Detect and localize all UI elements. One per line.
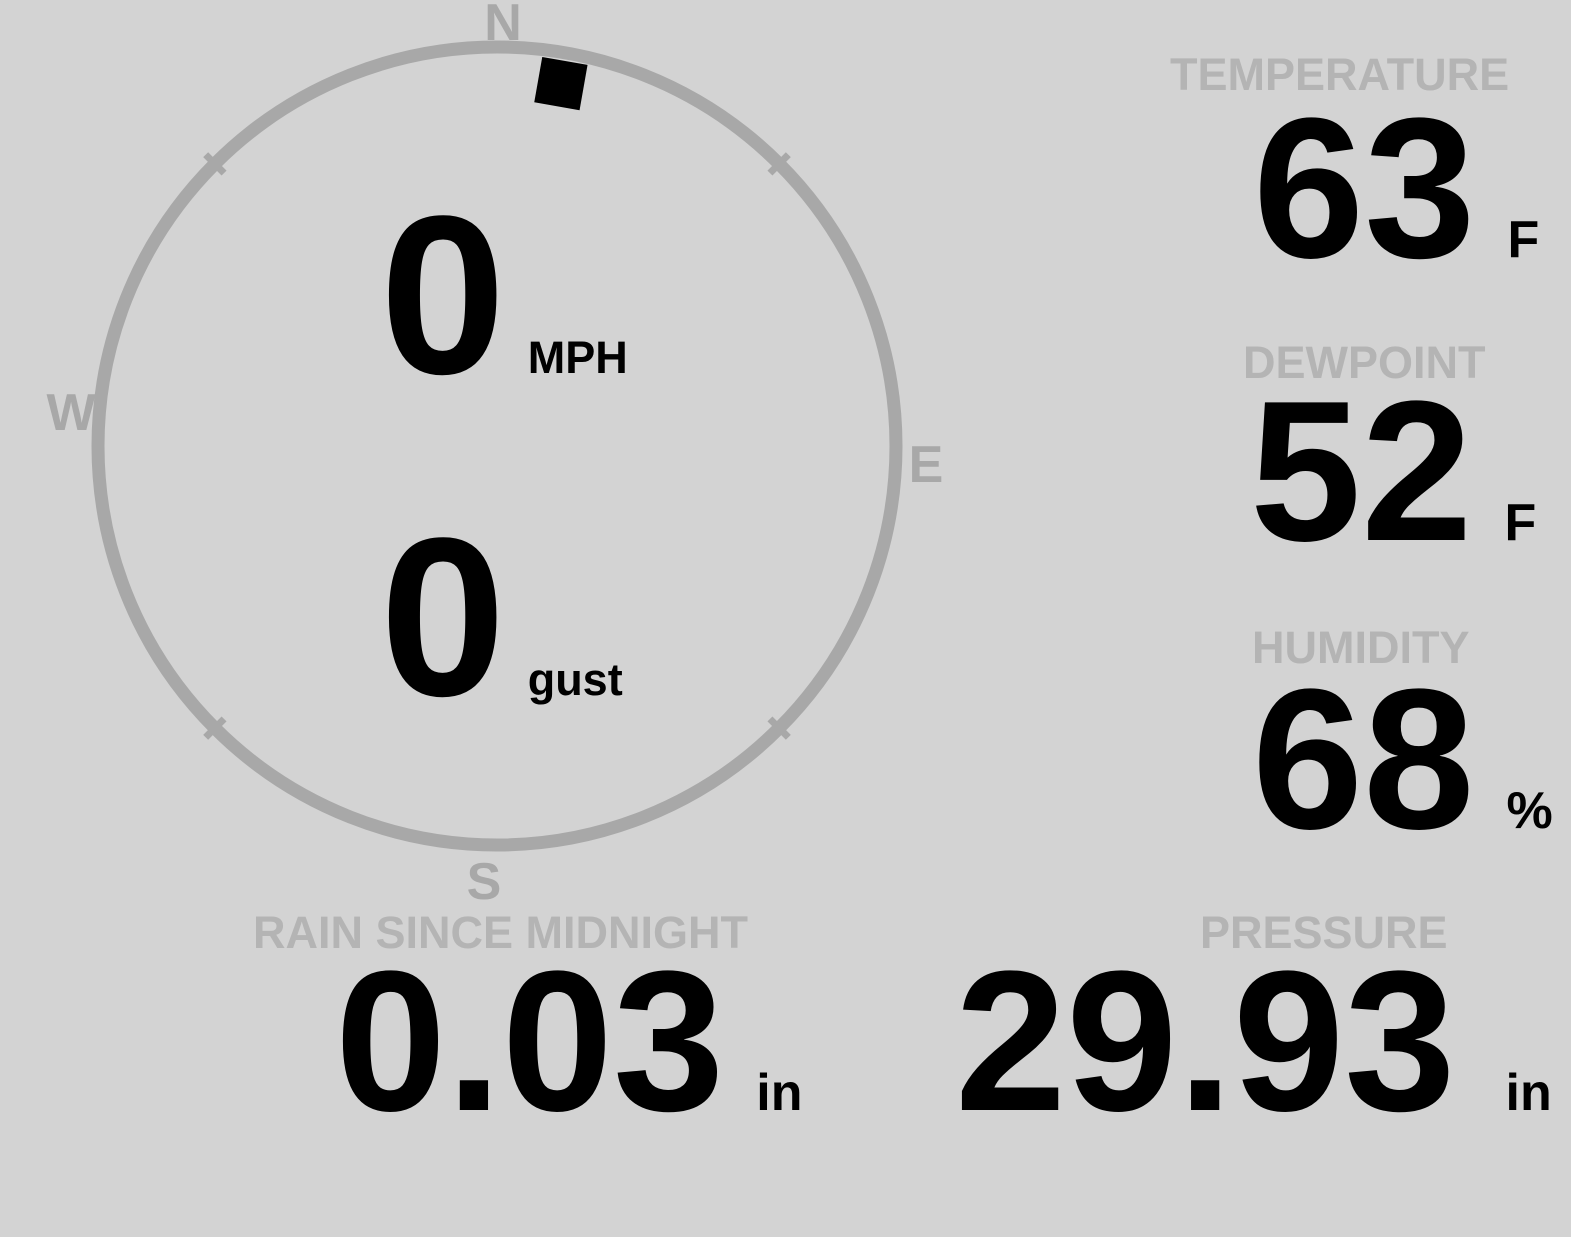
temperature-value-row: 63 F [1253,89,1539,289]
compass-tick-se [767,716,791,740]
humidity-value-row: 68 % [1252,660,1553,860]
wind-speed-value: 0 [380,168,506,421]
compass-label-south: S [466,853,502,911]
humidity-value: 68 [1252,648,1475,871]
compass-label-east: E [908,436,944,494]
rain-since-midnight-value: 0.03 [335,930,725,1153]
dewpoint-value-row: 52 F [1250,372,1536,572]
compass-tick-nw [203,152,227,176]
temperature-label: TEMPERATURE [1170,49,1510,100]
pressure-unit: in [1505,1064,1552,1122]
compass-label-west: W [46,384,96,442]
humidity-unit: % [1506,782,1553,840]
pressure-label: PRESSURE [1200,907,1448,958]
wind-direction-marker [534,56,588,111]
wind-gust-value: 0 [380,490,506,743]
rain-since-midnight-value-row: 0.03 in [335,942,802,1142]
compass-label-north: N [484,0,522,52]
rain-since-midnight-unit: in [756,1064,803,1122]
dewpoint-label: DEWPOINT [1243,337,1486,388]
wind-speed-row: 0 MPH [380,182,628,408]
compass-ring [91,40,903,852]
rain-since-midnight-label: RAIN SINCE MIDNIGHT [253,907,748,958]
compass-tick-sw [203,716,227,740]
temperature-unit: F [1507,211,1540,269]
pressure-value: 29.93 [955,930,1456,1153]
wind-gust-row: 0 gust [380,504,623,730]
compass-tick-ne [767,152,791,176]
wind-gust-unit: gust [527,654,623,705]
dewpoint-value: 52 [1250,360,1473,583]
humidity-label: HUMIDITY [1252,622,1470,673]
temperature-value: 63 [1253,77,1476,300]
pressure-value-row: 29.93 in [955,942,1552,1142]
wind-speed-unit: MPH [527,332,628,383]
dewpoint-unit: F [1504,494,1537,552]
